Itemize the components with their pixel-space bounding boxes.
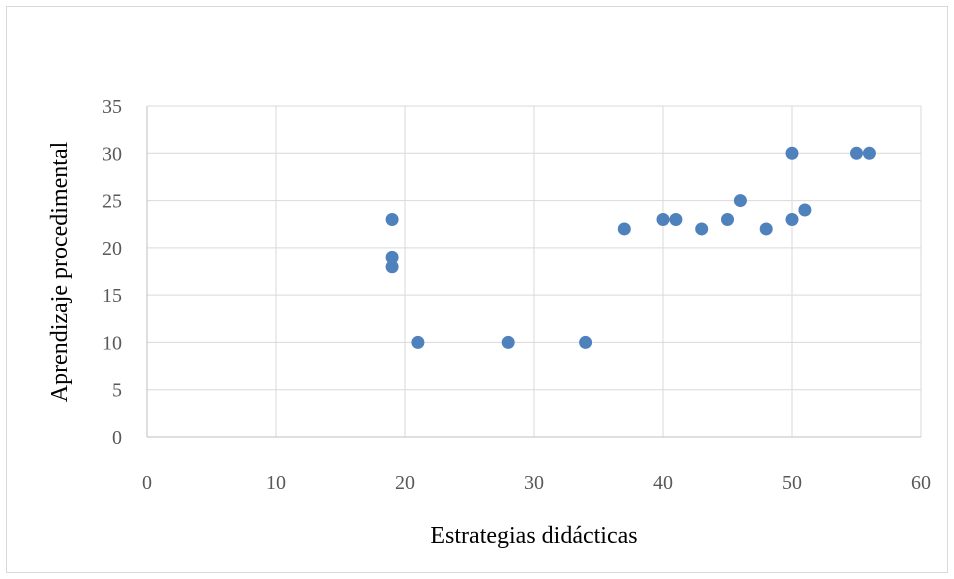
x-tick-label: 50 [782, 472, 802, 494]
data-points [385, 146, 876, 349]
y-axis-title: Aprendizaje procedimental [47, 141, 73, 402]
y-tick-label: 5 [112, 380, 122, 402]
x-tick-label: 10 [266, 472, 286, 494]
y-tick-labels: 0 5 10 15 20 25 30 35 [102, 96, 122, 449]
data-point [798, 203, 812, 217]
y-tick-label: 10 [102, 332, 122, 354]
x-tick-label: 0 [142, 472, 152, 494]
data-point [862, 146, 876, 160]
x-axis-title: Estrategias didácticas [430, 523, 637, 549]
y-tick-label: 20 [102, 238, 122, 260]
data-point [579, 335, 593, 349]
x-tick-label: 30 [524, 472, 544, 494]
data-point [785, 212, 799, 226]
data-point [385, 260, 399, 274]
data-point [695, 222, 709, 236]
data-point [385, 212, 399, 226]
data-point [501, 335, 515, 349]
x-tick-label: 20 [395, 472, 415, 494]
data-point [759, 222, 773, 236]
data-point [617, 222, 631, 236]
data-point [669, 212, 683, 226]
data-point [850, 146, 863, 160]
gridlines [147, 105, 922, 437]
data-point [411, 335, 425, 349]
data-point [733, 194, 747, 208]
x-tick-label: 60 [911, 472, 931, 494]
x-tick-labels: 0 10 20 30 40 50 60 [142, 472, 931, 494]
y-tick-label: 35 [102, 96, 122, 118]
axes [146, 106, 921, 438]
data-point [385, 250, 399, 264]
data-point [721, 212, 734, 226]
chart-frame [6, 6, 948, 573]
x-tick-label: 40 [653, 472, 673, 494]
y-tick-label: 15 [102, 285, 122, 307]
y-tick-label: 0 [112, 427, 122, 449]
y-tick-label: 25 [102, 191, 122, 213]
y-tick-label: 30 [102, 143, 122, 165]
data-point [785, 146, 799, 160]
data-point [656, 212, 670, 226]
